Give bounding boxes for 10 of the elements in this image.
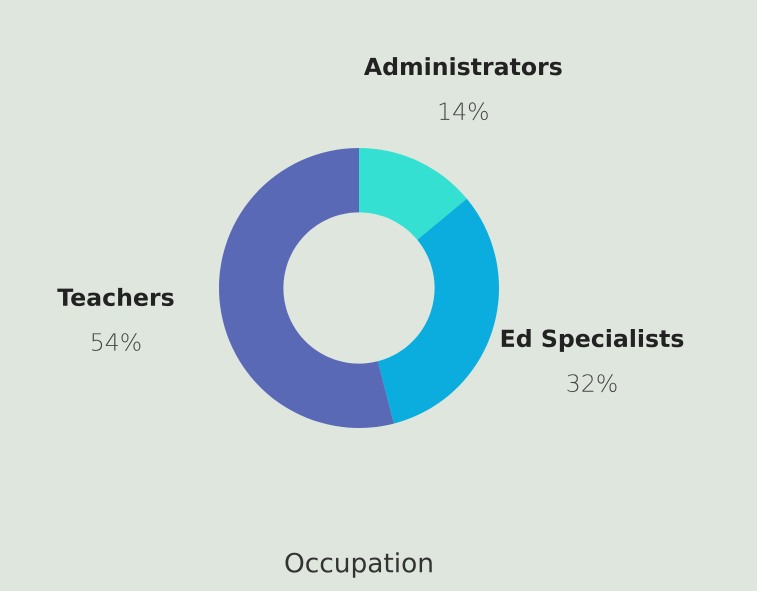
data-label: 32% [568,374,616,392]
slice-label: Teachers [57,288,174,306]
slice-label: Ed Specialists [502,328,684,352]
donut-slice [359,148,467,240]
data-label: 14% [440,102,488,120]
data-label: 54% [92,333,140,351]
text: Occupation [285,552,432,578]
donut-slice [219,148,394,428]
donut-slice [378,198,499,424]
slice-label: Administrators [364,57,562,76]
